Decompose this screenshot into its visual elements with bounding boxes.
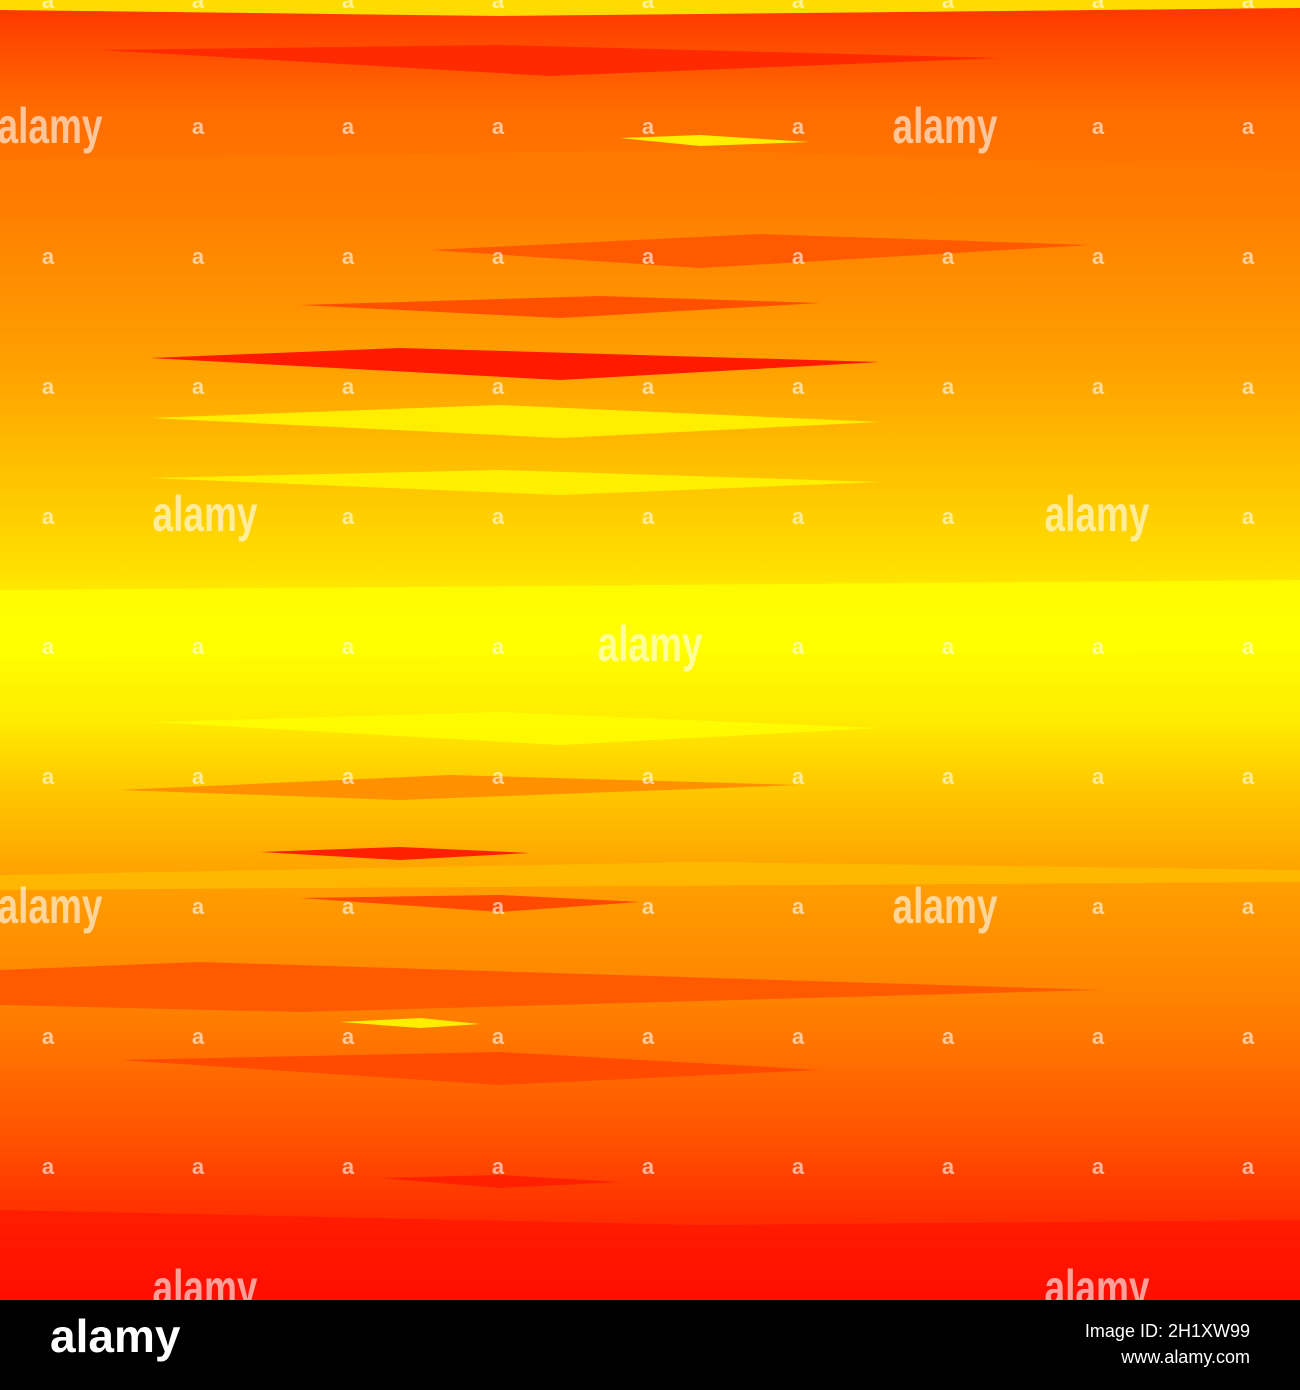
watermark-mark: a xyxy=(192,374,205,399)
watermark-mark: a xyxy=(42,1024,55,1049)
watermark-mark: a xyxy=(942,764,955,789)
watermark-mark: a xyxy=(792,114,805,139)
watermark-mark: a xyxy=(1242,894,1255,919)
watermark-mark: a xyxy=(942,504,955,529)
watermark-mark: a xyxy=(342,504,355,529)
watermark-text: alamy xyxy=(153,486,258,542)
watermark-mark: a xyxy=(642,1024,655,1049)
watermark-mark: a xyxy=(942,244,955,269)
watermark-text: alamy xyxy=(893,878,998,934)
watermark-mark: a xyxy=(1242,374,1255,399)
watermark-mark: a xyxy=(942,0,955,13)
watermark-mark: a xyxy=(42,374,55,399)
watermark-mark: a xyxy=(1092,0,1105,13)
watermark-mark: a xyxy=(492,374,505,399)
watermark-mark: a xyxy=(642,1154,655,1179)
watermark-mark: a xyxy=(642,504,655,529)
watermark-mark: a xyxy=(42,504,55,529)
watermark-mark: a xyxy=(792,764,805,789)
watermark-mark: a xyxy=(642,764,655,789)
watermark-mark: a xyxy=(492,114,505,139)
watermark-mark: a xyxy=(1242,504,1255,529)
watermark-mark: a xyxy=(1092,1154,1105,1179)
watermark-mark: a xyxy=(192,634,205,659)
watermark-mark: a xyxy=(192,764,205,789)
site-url: www.alamy.com xyxy=(1120,1347,1250,1367)
watermark-mark: a xyxy=(1242,1154,1255,1179)
watermark-mark: a xyxy=(492,504,505,529)
watermark-text: alamy xyxy=(1045,486,1150,542)
watermark-mark: a xyxy=(942,1024,955,1049)
watermark-text: alamy xyxy=(598,616,703,672)
watermark-mark: a xyxy=(1092,634,1105,659)
watermark-mark: a xyxy=(1092,764,1105,789)
watermark-text: alamy xyxy=(0,878,103,934)
watermark-mark: a xyxy=(642,894,655,919)
watermark-mark: a xyxy=(42,634,55,659)
watermark-mark: a xyxy=(492,1024,505,1049)
watermark-mark: a xyxy=(1242,244,1255,269)
watermark-mark: a xyxy=(1092,894,1105,919)
watermark-mark: a xyxy=(192,894,205,919)
watermark-mark: a xyxy=(492,764,505,789)
watermark-mark: a xyxy=(792,0,805,13)
watermark-mark: a xyxy=(492,1154,505,1179)
watermark-mark: a xyxy=(1242,114,1255,139)
watermark-mark: a xyxy=(42,244,55,269)
watermark-mark: a xyxy=(192,0,205,13)
watermark-mark: a xyxy=(342,634,355,659)
image-id: Image ID: 2H1XW99 xyxy=(1085,1321,1250,1341)
watermark-mark: a xyxy=(42,1154,55,1179)
watermark-mark: a xyxy=(1092,114,1105,139)
watermark-mark: a xyxy=(792,894,805,919)
watermark-mark: a xyxy=(192,114,205,139)
watermark-mark: a xyxy=(642,0,655,13)
watermark-text: alamy xyxy=(893,98,998,154)
watermark-mark: a xyxy=(792,1024,805,1049)
footer-bar xyxy=(0,1300,1300,1390)
watermark-mark: a xyxy=(1242,0,1255,13)
watermark-mark: a xyxy=(1242,764,1255,789)
watermark-mark: a xyxy=(192,1154,205,1179)
watermark-mark: a xyxy=(642,374,655,399)
watermark-mark: a xyxy=(1092,244,1105,269)
watermark-mark: a xyxy=(492,244,505,269)
watermark-mark: a xyxy=(42,0,55,13)
watermark-mark: a xyxy=(642,244,655,269)
watermark-mark: a xyxy=(492,0,505,13)
watermark-mark: a xyxy=(342,0,355,13)
watermark-mark: a xyxy=(342,894,355,919)
watermark-mark: a xyxy=(792,504,805,529)
watermark-mark: a xyxy=(342,1024,355,1049)
watermark-mark: a xyxy=(1092,374,1105,399)
watermark-mark: a xyxy=(342,1154,355,1179)
watermark-mark: a xyxy=(492,894,505,919)
watermark-mark: a xyxy=(342,114,355,139)
watermark-mark: a xyxy=(492,634,505,659)
watermark-text: alamy xyxy=(0,98,103,154)
watermark-mark: a xyxy=(1242,1024,1255,1049)
footer-logo: alamy xyxy=(50,1310,181,1362)
watermark-mark: a xyxy=(792,374,805,399)
watermark-mark: a xyxy=(792,244,805,269)
watermark-mark: a xyxy=(1092,1024,1105,1049)
watermark-mark: a xyxy=(642,114,655,139)
watermark-mark: a xyxy=(192,244,205,269)
watermark-mark: a xyxy=(792,1154,805,1179)
watermark-mark: a xyxy=(942,634,955,659)
stripes xyxy=(0,0,1300,1300)
watermark-mark: a xyxy=(42,764,55,789)
watermark-mark: a xyxy=(942,1154,955,1179)
watermark-mark: a xyxy=(942,374,955,399)
watermark-mark: a xyxy=(1242,634,1255,659)
watermark-mark: a xyxy=(342,764,355,789)
watermark-mark: a xyxy=(192,1024,205,1049)
watermark-mark: a xyxy=(342,244,355,269)
watermark-mark: a xyxy=(342,374,355,399)
watermark-mark: a xyxy=(792,634,805,659)
